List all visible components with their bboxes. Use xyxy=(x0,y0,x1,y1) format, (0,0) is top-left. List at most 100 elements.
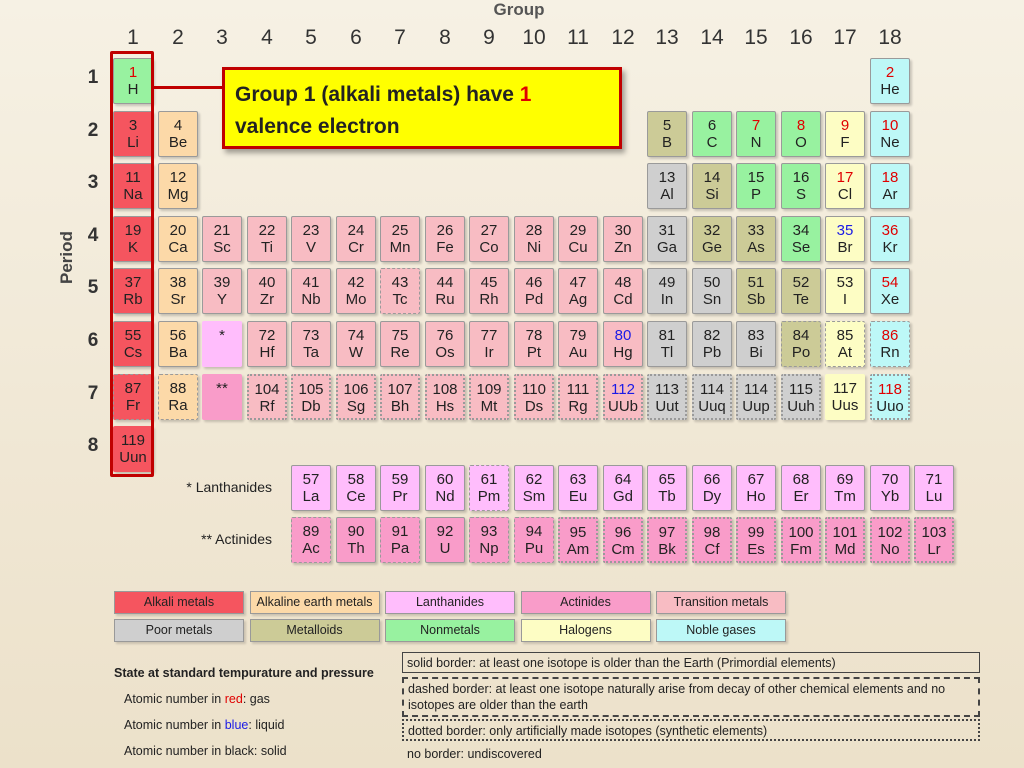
element-cell[interactable]: 82 Pb xyxy=(692,321,732,367)
element-cell[interactable]: 119 Uun xyxy=(113,426,153,472)
element-cell[interactable]: 104 Rf xyxy=(247,374,287,420)
element-cell[interactable]: 54 Xe xyxy=(870,268,910,314)
element-cell[interactable]: 31 Ga xyxy=(647,216,687,262)
element-cell[interactable]: 67 Ho xyxy=(736,465,776,511)
element-cell[interactable]: 88 Ra xyxy=(158,374,198,420)
element-cell[interactable]: 95 Am xyxy=(558,517,598,563)
element-cell[interactable]: 93 Np xyxy=(469,517,509,563)
element-cell[interactable]: 53 I xyxy=(825,268,865,314)
element-cell[interactable]: 33 As xyxy=(736,216,776,262)
element-cell[interactable]: 77 Ir xyxy=(469,321,509,367)
element-cell[interactable]: 83 Bi xyxy=(736,321,776,367)
element-cell[interactable]: 38 Sr xyxy=(158,268,198,314)
element-cell[interactable]: 44 Ru xyxy=(425,268,465,314)
element-cell[interactable]: 76 Os xyxy=(425,321,465,367)
element-cell[interactable]: 78 Pt xyxy=(514,321,554,367)
element-cell[interactable]: 42 Mo xyxy=(336,268,376,314)
element-cell[interactable]: 15 P xyxy=(736,163,776,209)
element-cell[interactable]: 41 Nb xyxy=(291,268,331,314)
element-cell[interactable]: * xyxy=(202,321,242,367)
element-cell[interactable]: 98 Cf xyxy=(692,517,732,563)
element-cell[interactable]: 72 Hf xyxy=(247,321,287,367)
element-cell[interactable]: 59 Pr xyxy=(380,465,420,511)
element-cell[interactable]: 28 Ni xyxy=(514,216,554,262)
element-cell[interactable]: 107 Bh xyxy=(380,374,420,420)
element-cell[interactable]: 81 Tl xyxy=(647,321,687,367)
element-cell[interactable]: 51 Sb xyxy=(736,268,776,314)
element-cell[interactable]: 70 Yb xyxy=(870,465,910,511)
element-cell[interactable]: 61 Pm xyxy=(469,465,509,511)
element-cell[interactable]: 110 Ds xyxy=(514,374,554,420)
element-cell[interactable]: 52 Te xyxy=(781,268,821,314)
element-cell[interactable]: 86 Rn xyxy=(870,321,910,367)
element-cell[interactable]: 68 Er xyxy=(781,465,821,511)
element-cell[interactable]: 74 W xyxy=(336,321,376,367)
element-cell[interactable]: 101 Md xyxy=(825,517,865,563)
element-cell[interactable]: 87 Fr xyxy=(113,374,153,420)
element-cell[interactable]: 14 Si xyxy=(692,163,732,209)
element-cell[interactable]: 105 Db xyxy=(291,374,331,420)
element-cell[interactable]: 73 Ta xyxy=(291,321,331,367)
element-cell[interactable]: 40 Zr xyxy=(247,268,287,314)
element-cell[interactable]: 94 Pu xyxy=(514,517,554,563)
element-cell[interactable]: 35 Br xyxy=(825,216,865,262)
element-cell[interactable]: 80 Hg xyxy=(603,321,643,367)
element-cell[interactable]: 49 In xyxy=(647,268,687,314)
element-cell[interactable]: 55 Cs xyxy=(113,321,153,367)
element-cell[interactable]: 16 S xyxy=(781,163,821,209)
element-cell[interactable]: 108 Hs xyxy=(425,374,465,420)
element-cell[interactable]: 23 V xyxy=(291,216,331,262)
element-cell[interactable]: 22 Ti xyxy=(247,216,287,262)
element-cell[interactable]: 71 Lu xyxy=(914,465,954,511)
element-cell[interactable]: 45 Rh xyxy=(469,268,509,314)
element-cell[interactable]: 57 La xyxy=(291,465,331,511)
element-cell[interactable]: 96 Cm xyxy=(603,517,643,563)
element-cell[interactable]: 106 Sg xyxy=(336,374,376,420)
element-cell[interactable]: 113 Uut xyxy=(647,374,687,420)
element-cell[interactable]: 91 Pa xyxy=(380,517,420,563)
element-cell[interactable]: 24 Cr xyxy=(336,216,376,262)
element-cell[interactable]: 99 Es xyxy=(736,517,776,563)
element-cell[interactable]: 13 Al xyxy=(647,163,687,209)
element-cell[interactable]: 63 Eu xyxy=(558,465,598,511)
element-cell[interactable]: 103 Lr xyxy=(914,517,954,563)
element-cell[interactable]: 109 Mt xyxy=(469,374,509,420)
element-cell[interactable]: 90 Th xyxy=(336,517,376,563)
element-cell[interactable]: 115 Uuh xyxy=(781,374,821,420)
element-cell[interactable]: 17 Cl xyxy=(825,163,865,209)
element-cell[interactable]: 46 Pd xyxy=(514,268,554,314)
element-cell[interactable]: 19 K xyxy=(113,216,153,262)
element-cell[interactable]: 102 No xyxy=(870,517,910,563)
element-cell[interactable]: 111 Rg xyxy=(558,374,598,420)
element-cell[interactable]: 79 Au xyxy=(558,321,598,367)
element-cell[interactable]: 4 Be xyxy=(158,111,198,157)
element-cell[interactable]: 118 Uuo xyxy=(870,374,910,420)
element-cell[interactable]: 36 Kr xyxy=(870,216,910,262)
element-cell[interactable]: 92 U xyxy=(425,517,465,563)
element-cell[interactable]: 21 Sc xyxy=(202,216,242,262)
element-cell[interactable]: 97 Bk xyxy=(647,517,687,563)
element-cell[interactable]: 25 Mn xyxy=(380,216,420,262)
element-cell[interactable]: 20 Ca xyxy=(158,216,198,262)
element-cell[interactable]: 62 Sm xyxy=(514,465,554,511)
element-cell[interactable]: 10 Ne xyxy=(870,111,910,157)
element-cell[interactable]: 3 Li xyxy=(113,111,153,157)
element-cell[interactable]: 11 Na xyxy=(113,163,153,209)
element-cell[interactable]: 18 Ar xyxy=(870,163,910,209)
element-cell[interactable]: 26 Fe xyxy=(425,216,465,262)
element-cell[interactable]: 100 Fm xyxy=(781,517,821,563)
element-cell[interactable]: ** xyxy=(202,374,242,420)
element-cell[interactable]: 32 Ge xyxy=(692,216,732,262)
element-cell[interactable]: 85 At xyxy=(825,321,865,367)
element-cell[interactable]: 27 Co xyxy=(469,216,509,262)
element-cell[interactable]: 112 UUb xyxy=(603,374,643,420)
element-cell[interactable]: 48 Cd xyxy=(603,268,643,314)
element-cell[interactable]: 50 Sn xyxy=(692,268,732,314)
element-cell[interactable]: 89 Ac xyxy=(291,517,331,563)
element-cell[interactable]: 39 Y xyxy=(202,268,242,314)
